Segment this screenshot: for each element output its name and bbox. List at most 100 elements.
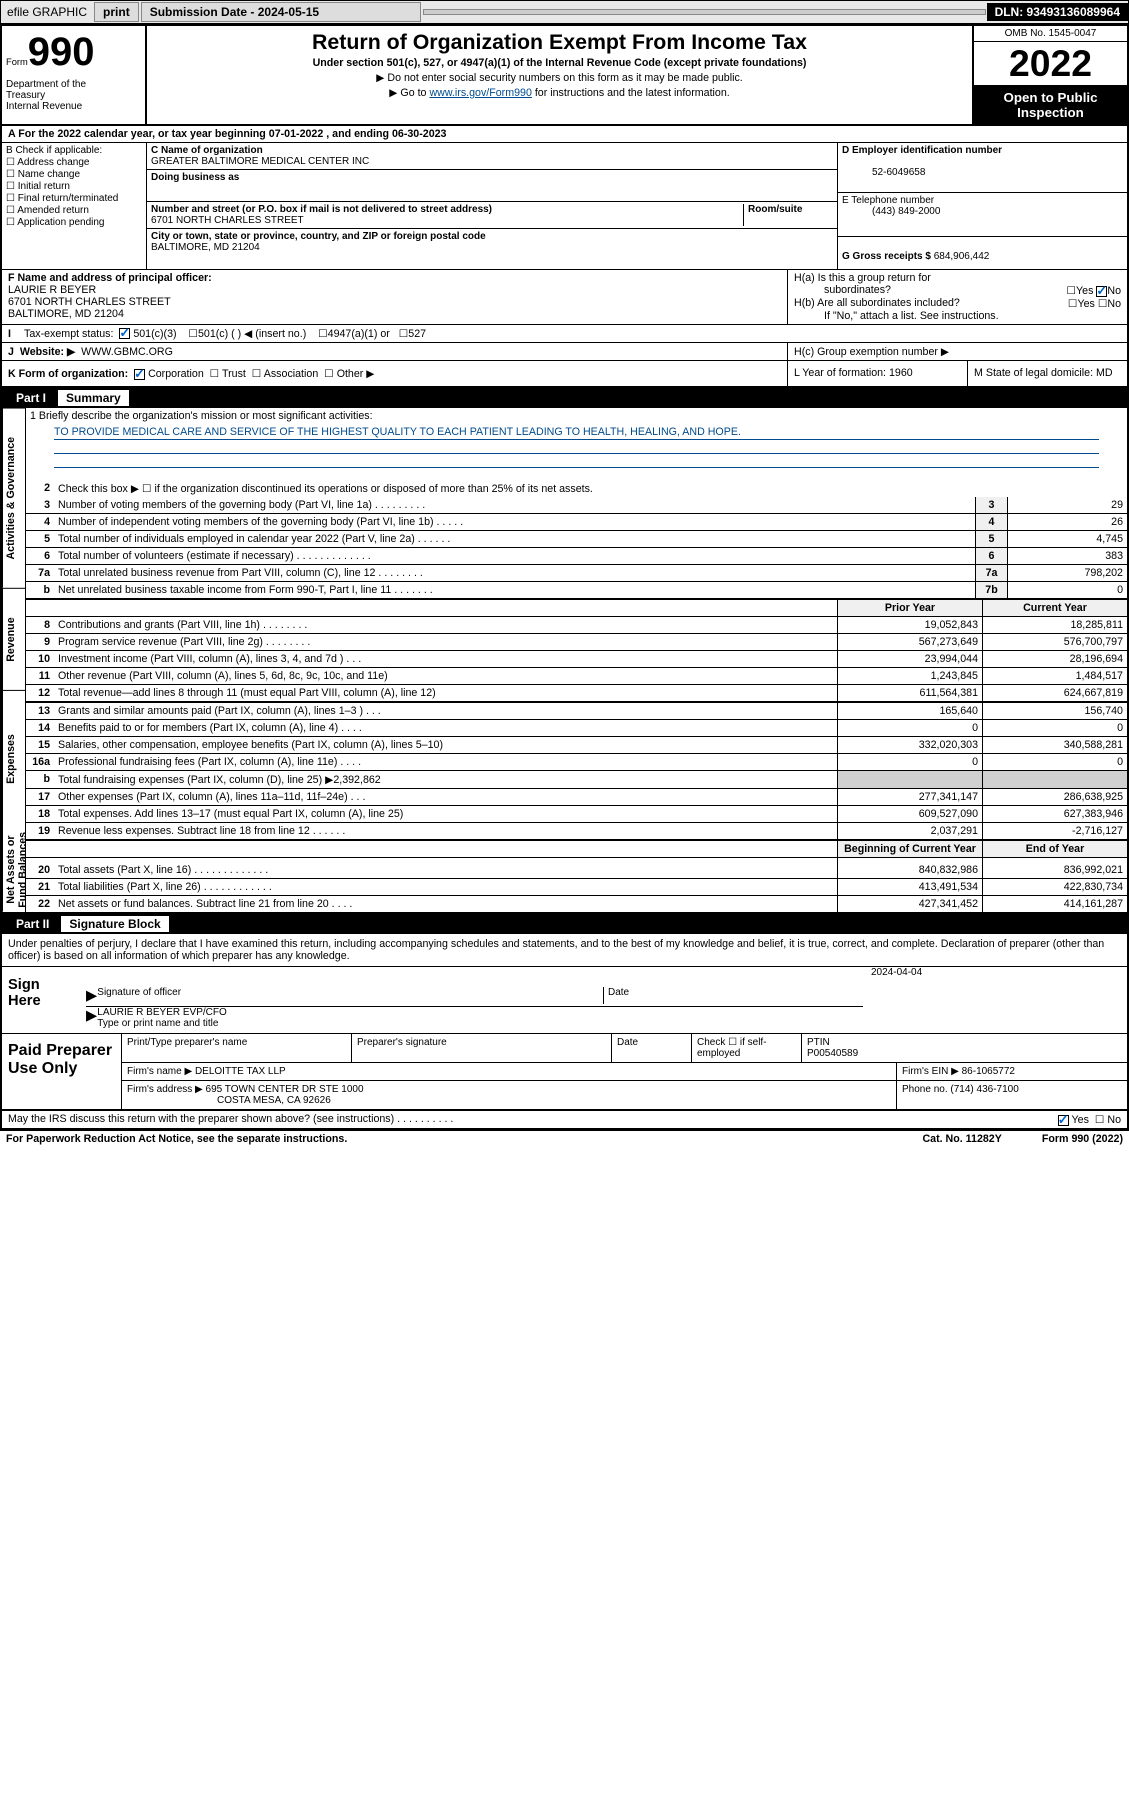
- l16bp: [837, 771, 982, 788]
- sig-name: LAURIE R BEYER EVP/CFO: [97, 1007, 226, 1018]
- form-number: 990: [28, 30, 95, 75]
- sign-here: Sign Here: [2, 967, 82, 1033]
- line2: Check this box ▶ ☐ if the organization d…: [54, 480, 1127, 497]
- omb-number: OMB No. 1545-0047: [974, 26, 1127, 42]
- website-row: J Website: ▶ WWW.GBMC.ORG H(c) Group exe…: [2, 343, 1127, 361]
- l9n: 9: [26, 634, 54, 650]
- l14c: 0: [982, 720, 1127, 736]
- org-name: GREATER BALTIMORE MEDICAL CENTER INC: [151, 156, 369, 167]
- website-lbl: Website: ▶: [20, 346, 75, 358]
- chk-initial[interactable]: ☐ Initial return: [6, 181, 142, 192]
- efile-label: efile GRAPHIC: [1, 3, 93, 21]
- l13p: 165,640: [837, 703, 982, 719]
- formorg-row: K Form of organization: Corporation ☐ Tr…: [2, 361, 1127, 388]
- footer-right: Form 990 (2022): [1042, 1133, 1123, 1145]
- 501c3-checkbox[interactable]: [119, 328, 130, 339]
- dept-label: Department of theTreasuryInternal Revenu…: [6, 79, 141, 112]
- colb-hdr: B Check if applicable:: [6, 145, 102, 156]
- ph5: PTIN: [807, 1037, 830, 1048]
- ptin: P00540589: [807, 1048, 858, 1059]
- l19n: 19: [26, 823, 54, 839]
- sig-date: 2024-04-04: [871, 967, 922, 978]
- l13n: 13: [26, 703, 54, 719]
- l4v: 26: [1007, 514, 1127, 530]
- ha-no-checkbox[interactable]: [1096, 286, 1107, 297]
- l6n: 6: [975, 548, 1007, 564]
- corp-checkbox[interactable]: [134, 369, 145, 380]
- gross-val: 684,906,442: [934, 251, 990, 262]
- l7bn: 7b: [975, 582, 1007, 598]
- l16bn: b: [26, 771, 54, 788]
- header-left: Form 990 Department of theTreasuryIntern…: [2, 26, 147, 124]
- l6d: Total number of volunteers (estimate if …: [54, 548, 975, 564]
- principal-addr2: BALTIMORE, MD 21204: [8, 308, 124, 320]
- open-public: Open to Public Inspection: [974, 86, 1127, 124]
- sig-intro: Under penalties of perjury, I declare th…: [2, 934, 1127, 967]
- l19c: -2,716,127: [982, 823, 1127, 839]
- org-addr: 6701 NORTH CHARLES STREET: [151, 215, 304, 226]
- chk-final[interactable]: ☐ Final return/terminated: [6, 193, 142, 204]
- form-header: Form 990 Department of theTreasuryIntern…: [2, 26, 1127, 126]
- spacer: [423, 9, 986, 15]
- l7an: 7a: [975, 565, 1007, 581]
- dba-lbl: Doing business as: [151, 172, 239, 183]
- sig-name-lbl: Type or print name and title: [97, 1018, 218, 1029]
- l4d: Number of independent voting members of …: [54, 514, 975, 530]
- l14p: 0: [837, 720, 982, 736]
- print-button[interactable]: print: [94, 2, 139, 22]
- col-h: H(a) Is this a group return for subordin…: [787, 270, 1127, 324]
- l20d: Total assets (Part X, line 16) . . . . .…: [54, 862, 837, 878]
- l10p: 23,994,044: [837, 651, 982, 667]
- form-title: Return of Organization Exempt From Incom…: [153, 30, 966, 55]
- tel-val: (443) 849-2000: [842, 206, 940, 217]
- l22p: 427,341,452: [837, 896, 982, 912]
- ha-lbl: H(a) Is this a group return for: [794, 272, 931, 284]
- mission-blank1: [54, 440, 1099, 454]
- l10n: 10: [26, 651, 54, 667]
- l3v: 29: [1007, 497, 1127, 513]
- paid-preparer: Paid Preparer Use Only Print/Type prepar…: [2, 1034, 1127, 1111]
- discuss-yes[interactable]: [1058, 1115, 1069, 1126]
- l5n: 5: [975, 531, 1007, 547]
- l14n: 14: [26, 720, 54, 736]
- l13c: 156,740: [982, 703, 1127, 719]
- l15d: Salaries, other compensation, employee b…: [54, 737, 837, 753]
- l18n: 18: [26, 806, 54, 822]
- ein-lbl: D Employer identification number: [842, 145, 1002, 156]
- part1-header: Part I Summary: [2, 388, 1127, 408]
- l5v: 4,745: [1007, 531, 1127, 547]
- discuss-text: May the IRS discuss this return with the…: [8, 1113, 453, 1126]
- chk-name[interactable]: ☐ Name change: [6, 169, 142, 180]
- l9c: 576,700,797: [982, 634, 1127, 650]
- opt-corp: Corporation: [148, 368, 204, 380]
- pein-lbl: Firm's EIN ▶: [902, 1066, 959, 1077]
- ph2: Preparer's signature: [352, 1034, 612, 1062]
- ph3: Date: [612, 1034, 692, 1062]
- l12d: Total revenue—add lines 8 through 11 (mu…: [54, 685, 837, 701]
- form-word: Form: [6, 57, 28, 67]
- hb2-lbl: If "No," attach a list. See instructions…: [794, 310, 1121, 322]
- l20c: 836,992,021: [982, 862, 1127, 878]
- sig-officer-lbl: Signature of officer: [97, 987, 181, 1004]
- l13d: Grants and similar amounts paid (Part IX…: [54, 703, 837, 719]
- l9p: 567,273,649: [837, 634, 982, 650]
- l16bd: Total fundraising expenses (Part IX, col…: [54, 771, 837, 788]
- l10c: 28,196,694: [982, 651, 1127, 667]
- paddr1: 695 TOWN CENTER DR STE 1000: [206, 1084, 364, 1095]
- l10d: Investment income (Part VIII, column (A)…: [54, 651, 837, 667]
- taxstatus-lbl: Tax-exempt status:: [24, 328, 113, 340]
- l21c: 422,830,734: [982, 879, 1127, 895]
- l21p: 413,491,534: [837, 879, 982, 895]
- l11n: 11: [26, 668, 54, 684]
- irs-link[interactable]: www.irs.gov/Form990: [429, 87, 531, 99]
- chk-address[interactable]: ☐ Address change: [6, 157, 142, 168]
- chk-amended[interactable]: ☐ Amended return: [6, 205, 142, 216]
- org-city: BALTIMORE, MD 21204: [151, 242, 260, 253]
- nethdr-beg: Beginning of Current Year: [837, 841, 982, 857]
- l8c: 18,285,811: [982, 617, 1127, 633]
- city-lbl: City or town, state or province, country…: [151, 231, 486, 242]
- chk-pending[interactable]: ☐ Application pending: [6, 217, 142, 228]
- l11c: 1,484,517: [982, 668, 1127, 684]
- tax-status-row: I Tax-exempt status: 501(c)(3) ☐ 501(c) …: [2, 325, 1127, 343]
- l16ap: 0: [837, 754, 982, 770]
